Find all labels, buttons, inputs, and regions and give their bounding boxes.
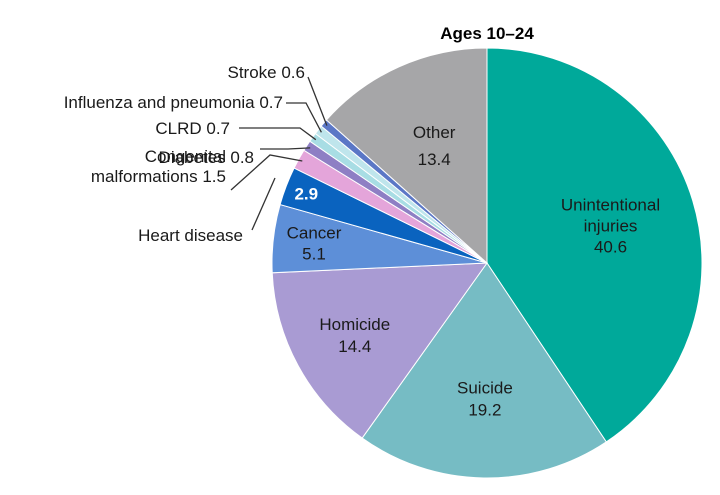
- outside-label-clrd: CLRD 0.7: [155, 119, 230, 138]
- label-cancer: Cancer: [287, 224, 342, 243]
- leader-influenza-and-pneumonia: [286, 102, 322, 133]
- leader-congenital-malformations: [230, 154, 303, 191]
- label-cancer-value: 5.1: [302, 245, 326, 264]
- label-other-value: 13.4: [418, 150, 451, 169]
- chart-title: Ages 10–24: [440, 24, 534, 43]
- outside-label-heart-disease: Heart disease: [138, 226, 243, 245]
- label-homicide: Homicide: [319, 315, 390, 334]
- slice-suicide: [361, 262, 607, 479]
- slice-labels: Unintentional injuries 40.6 Suicide 19.2 Homi…: [64, 63, 660, 419]
- slice-homicide: [271, 262, 489, 439]
- slice-other: [325, 47, 488, 265]
- leader-stroke: [307, 76, 328, 126]
- outside-label-influenza-and-pneumonia: Influenza and pneumonia 0.7: [64, 93, 283, 112]
- label-unintentional-injuries: injuries: [584, 217, 638, 236]
- leader-diabetes: [260, 147, 311, 150]
- label-suicide: Suicide: [457, 378, 513, 397]
- outside-label-stroke: Stroke 0.6: [228, 63, 306, 82]
- pie-slices: [271, 47, 703, 479]
- outside-label-diabetes: Diabetes 0.8: [159, 148, 254, 167]
- leader-heart-disease: [251, 177, 276, 231]
- label-heart-disease: 2.9: [294, 185, 318, 204]
- outside-label-congenital-malformations: Congenital: [145, 147, 226, 166]
- label-unintentional-injuries-value: 40.6: [594, 238, 627, 257]
- label-other: Other: [413, 123, 456, 142]
- outside-label-congenital-malformations: malformations 1.5: [91, 167, 226, 186]
- leader-clrd: [239, 127, 317, 141]
- label-suicide-value: 19.2: [468, 400, 501, 419]
- label-unintentional-injuries: Unintentional: [561, 196, 660, 215]
- leader-lines: [230, 76, 328, 231]
- label-homicide-value: 14.4: [338, 337, 371, 356]
